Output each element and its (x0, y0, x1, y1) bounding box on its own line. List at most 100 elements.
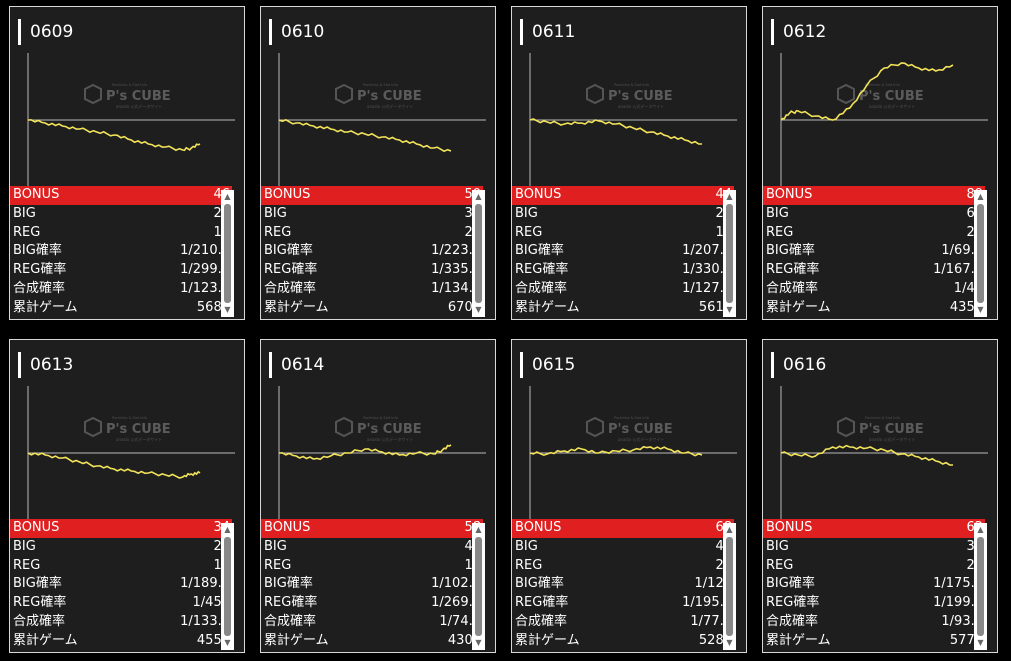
stat-label: REG (13, 224, 41, 240)
stat-value: 1/93.2 (941, 613, 983, 629)
stat-row-total-rate: 合成確率 1/93.2 (763, 613, 985, 632)
payout-line (529, 118, 703, 145)
scroll-thumb[interactable] (977, 204, 984, 303)
stat-label: BIG確率 (264, 243, 313, 259)
stats-scrollbar[interactable]: ▲ ▼ (723, 190, 736, 317)
stat-label: 合成確率 (766, 280, 819, 296)
stat-label: BONUS (264, 520, 311, 535)
stat-row-big-rate: BIG確率 1/69.2 (763, 242, 985, 261)
cube-icon (335, 416, 353, 438)
stat-row-big-rate: BIG確率 1/102.6 (261, 575, 483, 594)
stat-label: BIG (766, 205, 789, 221)
stat-label: BIG (264, 538, 287, 554)
scroll-down-icon[interactable]: ▼ (475, 638, 482, 647)
scroll-down-icon[interactable]: ▼ (475, 305, 482, 314)
payout-line (780, 444, 954, 466)
machine-card: 0612 P's CUBE Pachinko & Slot Info anaslo 公… (762, 6, 998, 320)
stat-label: REG確率 (515, 262, 569, 278)
cube-icon (84, 416, 102, 438)
scroll-up-icon[interactable]: ▲ (726, 525, 733, 534)
stat-value: 1/102.6 (431, 576, 481, 592)
stat-value: 1/207.9 (682, 243, 732, 259)
scroll-thumb[interactable] (726, 537, 733, 636)
stat-label: 累計ゲーム (515, 632, 580, 648)
stats-scrollbar[interactable]: ▲ ▼ (472, 523, 485, 650)
payout-line (27, 452, 201, 479)
stats-scrollbar[interactable]: ▲ ▼ (221, 523, 234, 650)
stat-row-reg: REG29 (763, 557, 985, 576)
scroll-thumb[interactable] (475, 204, 482, 303)
cube-icon (84, 83, 102, 105)
scroll-thumb[interactable] (475, 537, 482, 636)
scroll-up-icon[interactable]: ▲ (224, 525, 231, 534)
stat-label: 合成確率 (515, 280, 568, 296)
machine-card: 0614 P's CUBE Pachinko & Slot Info anaslo 公… (260, 339, 496, 653)
stat-row-big: BIG27 (512, 205, 734, 224)
stat-value: 1/299.2 (180, 262, 230, 278)
scroll-down-icon[interactable]: ▼ (224, 638, 231, 647)
watermark-tagline-top: Pachinko & Slot Info (363, 83, 398, 87)
stat-row-reg: REG19 (10, 224, 232, 243)
stats-scrollbar[interactable]: ▲ ▼ (974, 523, 987, 650)
stats-table: BONUS62BIG33REG29BIG確率 1/175.1 REG確率 1/199.… (763, 519, 985, 651)
watermark-brand: P's CUBE (106, 422, 171, 437)
stat-row-bonus: BONUS68 (512, 519, 734, 538)
stat-row-big-rate: BIG確率 1/129 (512, 575, 734, 594)
stat-label: REG (515, 224, 543, 240)
machine-card: 0610 P's CUBE Pachinko & Slot Info anaslo 公… (260, 6, 496, 320)
stats-scrollbar[interactable]: ▲ ▼ (723, 523, 736, 650)
machine-number: 0615 (520, 352, 575, 378)
watermark-logo: P's CUBE Pachinko & Slot Info anaslo 公式データ… (837, 83, 924, 109)
payout-line (780, 62, 954, 121)
stat-row-total-games: 累計ゲーム 6701 (261, 299, 483, 318)
stat-label: REG確率 (515, 595, 569, 611)
stats-scrollbar[interactable]: ▲ ▼ (472, 190, 485, 317)
stat-label: BIG (515, 538, 538, 554)
stat-label: 累計ゲーム (13, 632, 78, 648)
stats-scrollbar[interactable]: ▲ ▼ (974, 190, 987, 317)
stat-value: 1/133.9 (180, 613, 230, 629)
machine-card: 0613 P's CUBE Pachinko & Slot Info anaslo 公… (9, 339, 245, 653)
machine-number: 0610 (269, 19, 324, 45)
payout-line (529, 445, 703, 457)
scroll-up-icon[interactable]: ▲ (726, 192, 733, 201)
stats-table: BONUS50BIG30REG20BIG確率 1/223.4 REG確率 1/335.… (261, 186, 483, 318)
scroll-up-icon[interactable]: ▲ (475, 192, 482, 201)
watermark-logo: P's CUBE Pachinko & Slot Info anaslo 公式データ… (586, 83, 673, 109)
watermark-logo: P's CUBE Pachinko & Slot Info anaslo 公式データ… (335, 416, 422, 442)
scroll-thumb[interactable] (726, 204, 733, 303)
scroll-up-icon[interactable]: ▲ (977, 525, 984, 534)
scroll-up-icon[interactable]: ▲ (224, 192, 231, 201)
stat-row-total-games: 累計ゲーム 5683 (10, 299, 232, 318)
scroll-down-icon[interactable]: ▼ (726, 638, 733, 647)
scroll-down-icon[interactable]: ▼ (726, 305, 733, 314)
stat-label: 累計ゲーム (766, 299, 831, 315)
stats-scrollbar[interactable]: ▲ ▼ (221, 190, 234, 317)
scroll-down-icon[interactable]: ▼ (224, 305, 231, 314)
stat-label: REG確率 (264, 595, 318, 611)
stat-row-reg-rate: REG確率 1/195.9 (512, 594, 734, 613)
watermark-tagline-top: Pachinko & Slot Info (865, 416, 900, 420)
payout-graph: P's CUBE Pachinko & Slot Info anaslo 公式データ… (278, 53, 486, 188)
scroll-down-icon[interactable]: ▼ (977, 305, 984, 314)
watermark-logo: P's CUBE Pachinko & Slot Info anaslo 公式データ… (335, 83, 422, 109)
stat-value: 1/69.2 (941, 243, 983, 259)
stats-table: BONUS68BIG41REG27BIG確率 1/129 REG確率 1/195.9 合… (512, 519, 734, 651)
stat-value: 1/123.6 (180, 280, 230, 296)
payout-graph: P's CUBE Pachinko & Slot Info anaslo 公式データ… (278, 386, 486, 521)
scroll-thumb[interactable] (224, 537, 231, 636)
scroll-up-icon[interactable]: ▲ (475, 525, 482, 534)
stat-label: 累計ゲーム (13, 299, 78, 315)
stat-value: 1/210.5 (180, 243, 230, 259)
stat-row-reg: REG16 (261, 557, 483, 576)
stat-label: REG確率 (766, 595, 820, 611)
scroll-up-icon[interactable]: ▲ (977, 192, 984, 201)
scroll-down-icon[interactable]: ▼ (977, 638, 984, 647)
stat-row-reg-rate: REG確率 1/455 (10, 594, 232, 613)
machine-number: 0611 (520, 19, 575, 45)
watermark-tagline-bottom: anaslo 公式データサイト (618, 103, 664, 109)
scroll-thumb[interactable] (224, 204, 231, 303)
scroll-thumb[interactable] (977, 537, 984, 636)
watermark-brand: P's CUBE (106, 89, 171, 104)
stat-label: REG (515, 557, 543, 573)
